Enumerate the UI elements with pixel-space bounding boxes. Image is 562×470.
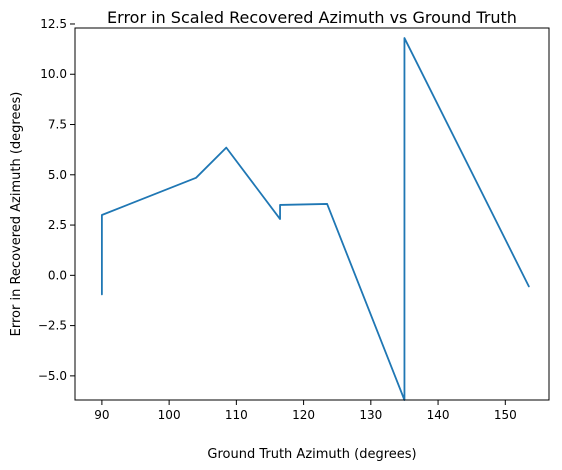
axis-ticks: 90 100 110 120 130 140 150 −5.0 −2.5 0.0 2.5 5.0 7.5… (38, 17, 517, 422)
y-tick-label-4: 5.0 (48, 168, 67, 182)
series-line-0 (100, 37, 530, 401)
plot-frame (74, 27, 550, 401)
x-tick-label-2: 110 (225, 408, 248, 422)
x-tick-label-3: 120 (292, 408, 315, 422)
y-tick-label-1: −2.5 (38, 319, 67, 333)
x-tick-label-1: 100 (158, 408, 181, 422)
y-tick-label-0: −5.0 (38, 369, 67, 383)
x-tick-label-5: 140 (427, 408, 450, 422)
y-tick-label-3: 2.5 (48, 218, 67, 232)
y-axis-label: Error in Recovered Azimuth (degrees) (9, 92, 24, 337)
x-tick-label-4: 130 (359, 408, 382, 422)
y-tick-label-7: 12.5 (40, 17, 67, 31)
y-tick-label-6: 10.0 (40, 67, 67, 81)
x-tick-label-0: 90 (94, 408, 109, 422)
y-tick-label-5: 7.5 (48, 118, 67, 132)
chart-title: Error in Scaled Recovered Azimuth vs Gro… (107, 8, 517, 27)
x-tick-label-6: 150 (494, 408, 517, 422)
y-tick-label-2: 0.0 (48, 268, 67, 282)
plot-area (100, 37, 530, 401)
x-axis-label: Ground Truth Azimuth (degrees) (207, 447, 416, 462)
